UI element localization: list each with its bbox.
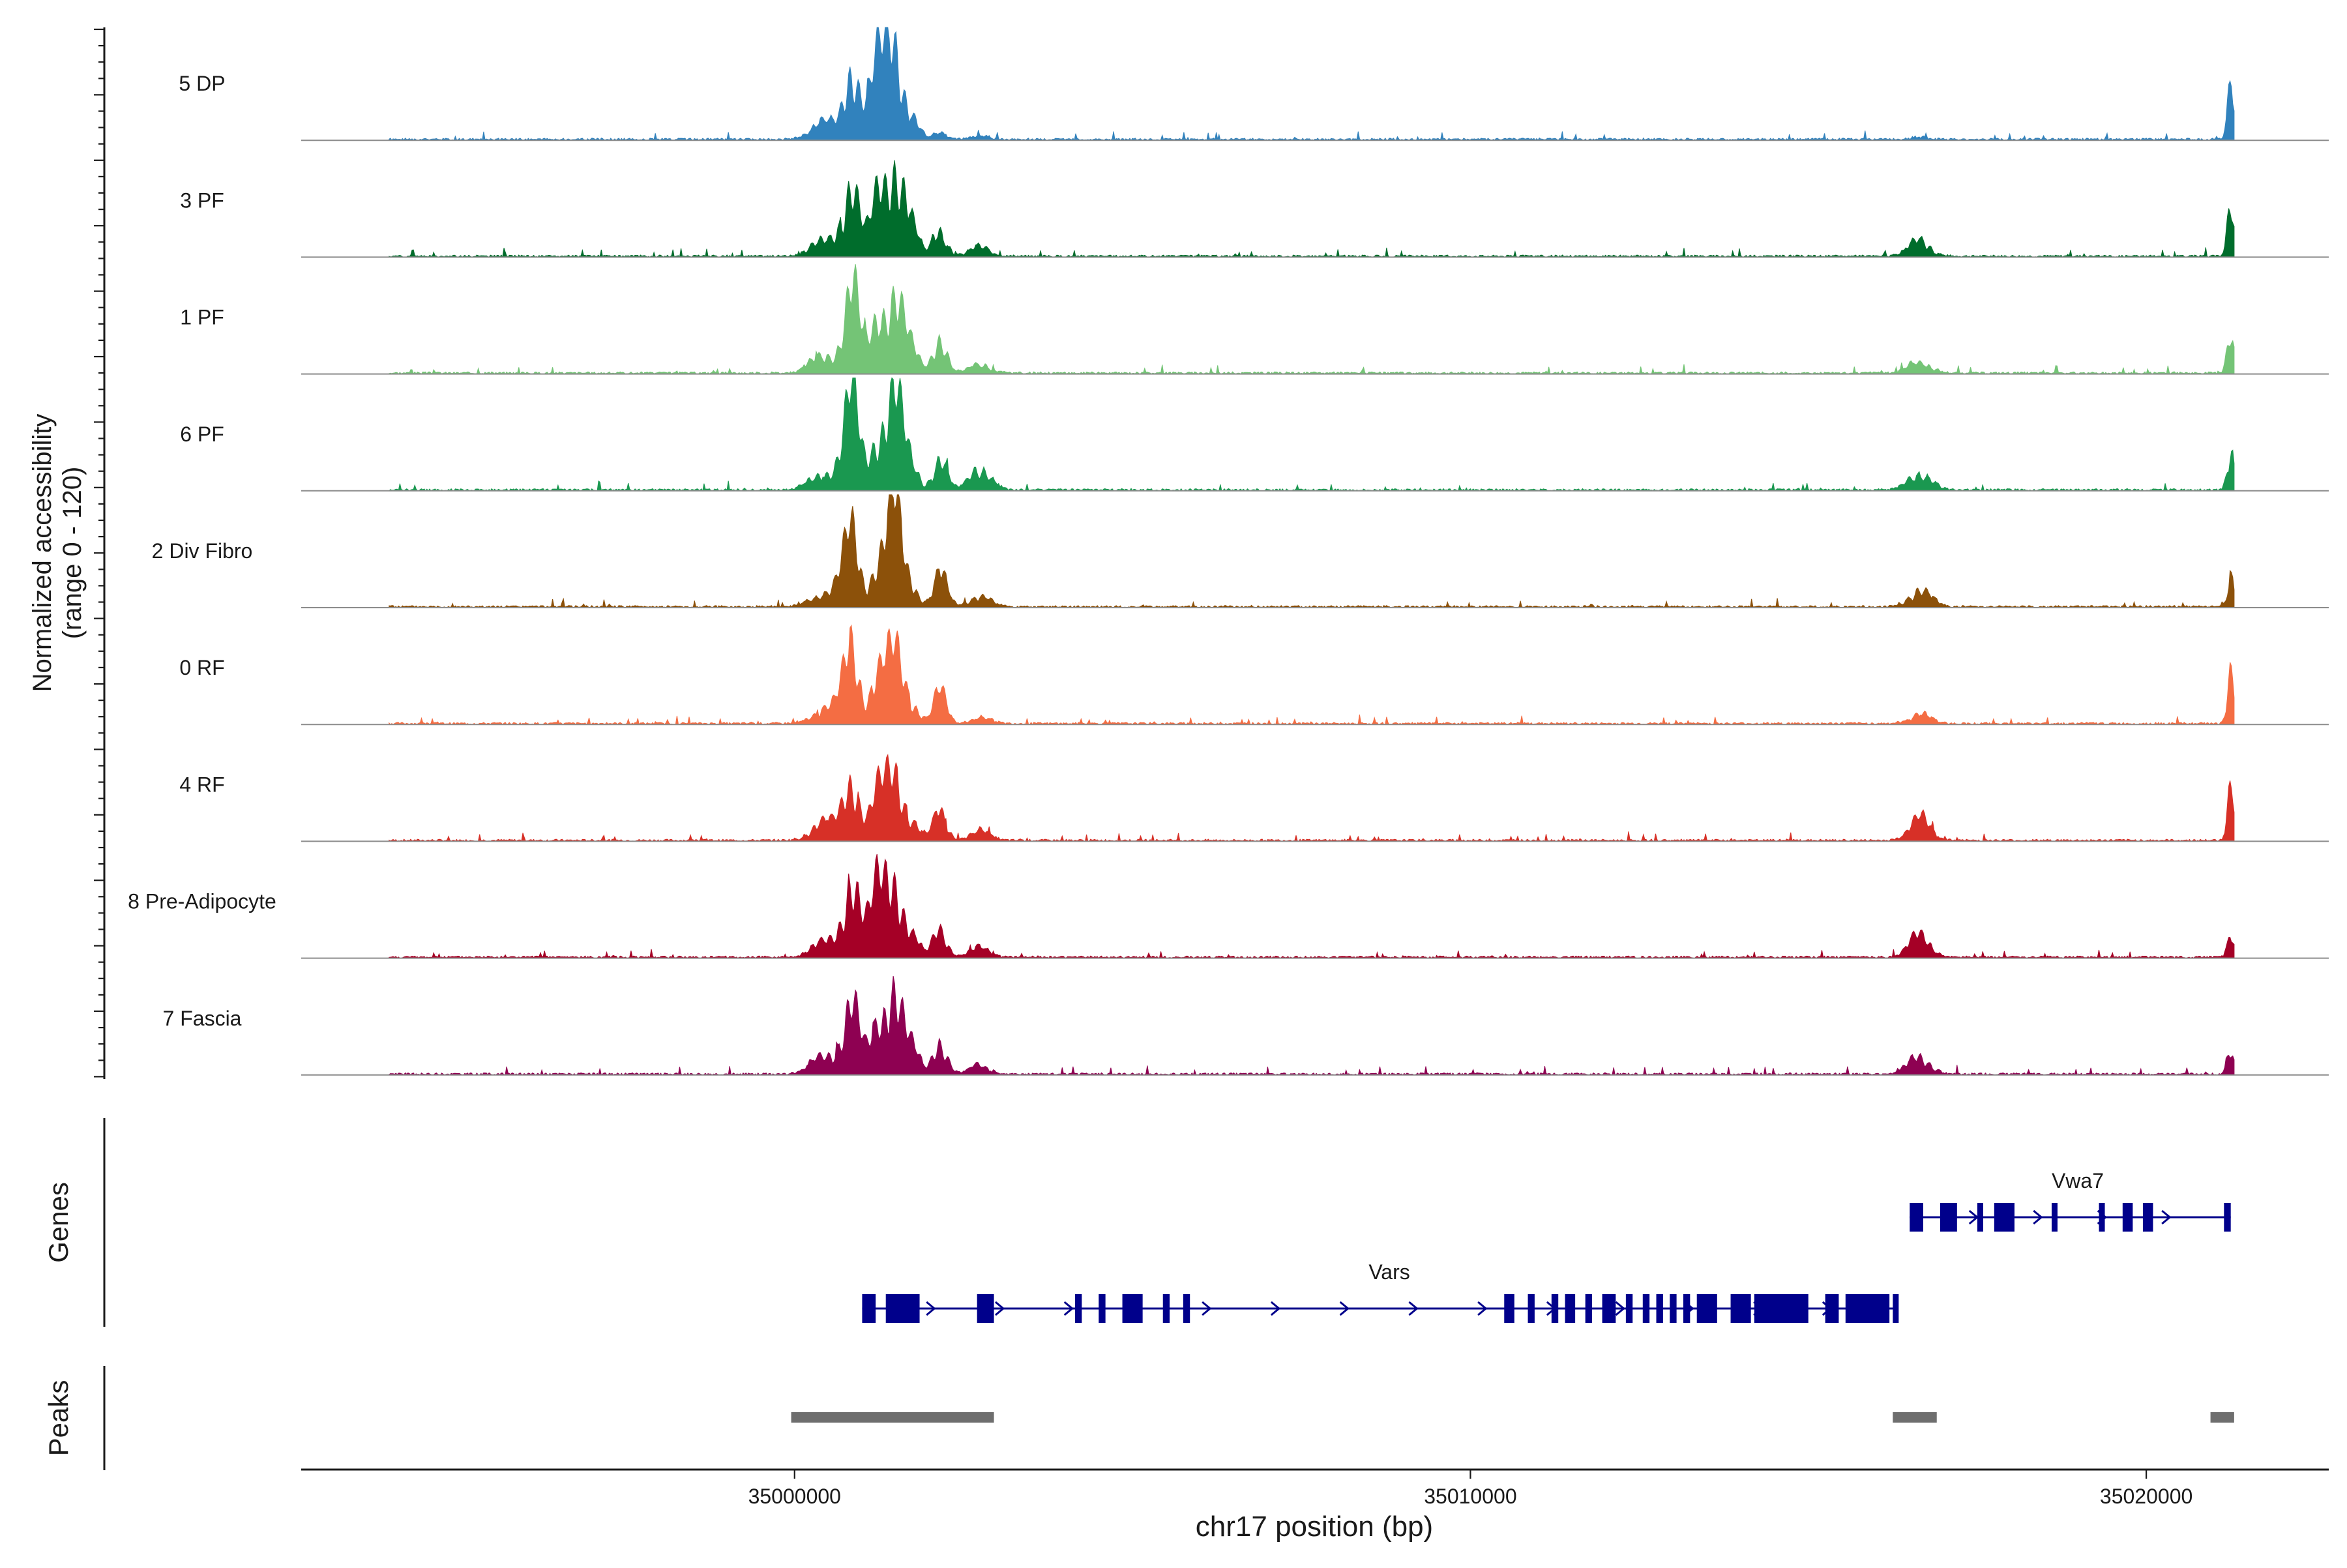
- gene-exon: [1656, 1294, 1663, 1323]
- coverage-area: [389, 494, 2235, 608]
- coverage-area: [389, 27, 2235, 141]
- track-1-pf: 1 PF: [180, 264, 2329, 375]
- gene-track: Vwa7 Vars: [862, 1169, 2231, 1323]
- gene-exon: [2051, 1203, 2058, 1232]
- gene-exon: [1565, 1294, 1576, 1323]
- gene-exon: [2142, 1203, 2153, 1232]
- gene-exon: [1183, 1294, 1190, 1323]
- coverage-y-axis-ticks: [94, 28, 104, 1078]
- x-tick-label: 35000000: [748, 1485, 841, 1508]
- gene-exon: [1504, 1294, 1514, 1323]
- gene-name-label: Vars: [1368, 1260, 1410, 1284]
- gene-exon: [1910, 1203, 1923, 1232]
- gene-exon: [1825, 1294, 1839, 1323]
- y-axis-title-line2: (range 0 - 120): [58, 467, 87, 640]
- gene-exon: [1845, 1294, 1890, 1323]
- gene-exon: [977, 1294, 994, 1323]
- strand-arrow: [1477, 1301, 1488, 1316]
- coverage-area: [389, 624, 2235, 726]
- track-label: 3 PF: [180, 188, 224, 212]
- gene-exon: [1122, 1294, 1143, 1323]
- gene-exon: [1642, 1294, 1650, 1323]
- track-4-rf: 4 RF: [179, 754, 2329, 842]
- gene-exon: [885, 1294, 920, 1323]
- strand-arrow: [1202, 1301, 1212, 1316]
- x-tick-label: 35020000: [2100, 1485, 2192, 1508]
- gene-exon: [1585, 1294, 1593, 1323]
- strand-arrow: [1408, 1301, 1419, 1316]
- gene-exon: [1977, 1203, 1983, 1232]
- x-axis-title: chr17 position (bp): [1196, 1511, 1433, 1543]
- gene-name-label: Vwa7: [2052, 1169, 2104, 1192]
- track-label: 0 RF: [179, 656, 224, 679]
- coverage-area: [389, 976, 2235, 1076]
- strand-arrow: [2161, 1209, 2172, 1225]
- x-tick-label: 35010000: [1424, 1485, 1516, 1508]
- strand-arrow: [994, 1301, 1005, 1316]
- gene-exon: [1893, 1294, 1899, 1323]
- track-label: 2 Div Fibro: [152, 539, 253, 563]
- gene-exon: [1670, 1294, 1677, 1323]
- track-0-rf: 0 RF: [179, 624, 2329, 726]
- y-axis-title-line1: Normalized accessibility: [28, 414, 57, 692]
- gene-exon: [1696, 1294, 1717, 1323]
- gene-exon: [1730, 1294, 1751, 1323]
- gene-vwa7: Vwa7: [1910, 1169, 2231, 1232]
- peak-region: [1893, 1412, 1937, 1423]
- peak-region: [791, 1412, 994, 1423]
- track-3-pf: 3 PF: [180, 160, 2329, 258]
- gene-exon: [1940, 1203, 1957, 1232]
- gene-exon: [2224, 1203, 2231, 1232]
- track-label: 8 Pre-Adipocyte: [128, 890, 276, 913]
- gene-exon: [1754, 1294, 1808, 1323]
- strand-arrow: [1063, 1301, 1074, 1316]
- track-label: 1 PF: [180, 306, 224, 329]
- track-2-div-fibro: 2 Div Fibro: [152, 494, 2329, 608]
- track-label: 6 PF: [180, 422, 224, 446]
- strand-arrow: [1339, 1301, 1350, 1316]
- strand-arrow: [2033, 1209, 2043, 1225]
- peaks-track-label: Peaks: [43, 1380, 74, 1457]
- gene-exon: [1994, 1203, 2015, 1232]
- track-7-fascia: 7 Fascia: [163, 976, 2329, 1076]
- coverage-tracks: 5 DP 3 PF 1 PF 6 PF 2 Div Fibro 0 RF 4 RF 8 Pre…: [128, 27, 2329, 1076]
- gene-exon: [1602, 1294, 1616, 1323]
- track-label: 7 Fascia: [163, 1007, 242, 1030]
- gene-exon: [1683, 1294, 1690, 1323]
- x-axis-ticks: 35000000 35010000 35020000: [748, 1470, 2192, 1508]
- gene-exon: [1162, 1294, 1170, 1323]
- track-6-pf: 6 PF: [180, 377, 2329, 492]
- peak-track: [791, 1412, 2234, 1423]
- track-label: 5 DP: [179, 72, 225, 95]
- coverage-area: [389, 264, 2235, 375]
- track-8-pre-adipocyte: 8 Pre-Adipocyte: [128, 853, 2329, 959]
- strand-arrow: [1270, 1301, 1281, 1316]
- coverage-area: [389, 853, 2235, 959]
- strand-arrow: [1615, 1301, 1625, 1316]
- coverage-area: [389, 160, 2235, 258]
- track-5-dp: 5 DP: [179, 27, 2329, 141]
- coverage-area: [389, 754, 2235, 842]
- strand-arrow: [1968, 1209, 1979, 1225]
- gene-vars: Vars: [862, 1260, 1899, 1323]
- peak-region: [2210, 1412, 2234, 1423]
- gene-exon: [862, 1294, 876, 1323]
- coverage-area: [389, 377, 2235, 492]
- genes-track-label: Genes: [43, 1182, 74, 1263]
- gene-exon: [1551, 1294, 1559, 1323]
- strand-arrow: [926, 1301, 936, 1316]
- gene-exon: [2122, 1203, 2133, 1232]
- gene-exon: [1099, 1294, 1106, 1323]
- gene-exon: [2099, 1203, 2105, 1232]
- gene-exon: [1528, 1294, 1535, 1323]
- track-label: 4 RF: [179, 773, 224, 796]
- gene-exon: [1074, 1294, 1082, 1323]
- gene-exon: [1625, 1294, 1633, 1323]
